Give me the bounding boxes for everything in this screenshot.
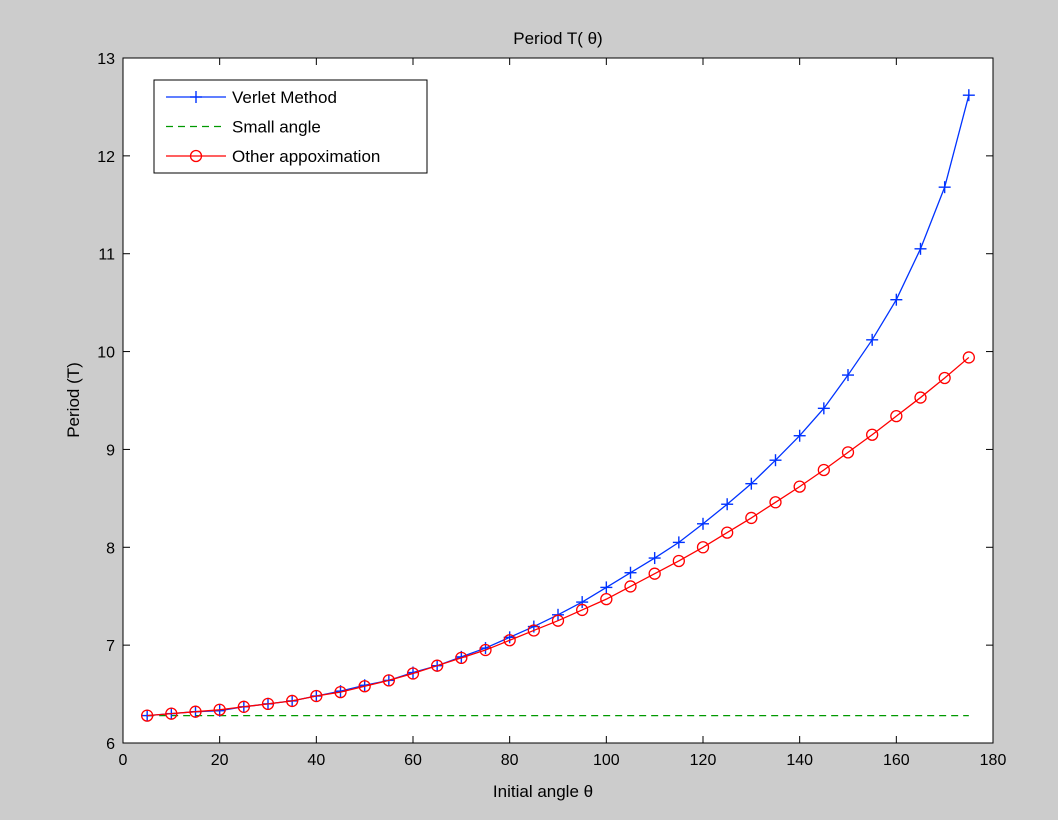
data-point [962,89,975,102]
data-point [890,293,903,306]
data-point [189,705,202,718]
data-point [334,685,347,699]
data-point [745,511,758,525]
legend-item-other-appoximation: Other appoximation [166,147,380,166]
data-point [696,541,710,554]
data-point [382,674,395,687]
x-tick-label: 120 [690,752,717,769]
legend-box [153,79,428,174]
data-point [286,694,299,708]
data-point [358,680,371,693]
y-tick-label: 10 [97,345,115,362]
data-point [624,566,637,579]
data-point [527,624,540,637]
legend-label: Verlet Method [232,88,337,107]
data-point [769,454,782,467]
y-tick-label: 6 [106,736,115,753]
data-point [406,667,420,680]
data-point [769,496,782,509]
y-tick-label: 7 [106,638,115,655]
chart-title: Period T( θ) [513,29,602,48]
data-point [576,596,589,609]
x-tick-label: 160 [883,752,910,769]
data-point [962,351,975,364]
data-point [261,697,275,711]
legend: Verlet Method Small angle Other appoximati… [153,79,428,174]
legend-item-small-angle: Small angle [166,118,321,137]
x-axis: 0 20 40 60 80 100 120 140 160 180 [119,58,1007,769]
data-point [600,581,613,594]
series-other-appoximation [141,351,975,722]
data-point [793,480,806,493]
x-tick-label: 20 [211,752,229,769]
x-tick-label: 60 [404,752,422,769]
x-tick-label: 0 [119,752,128,769]
data-point [745,477,758,490]
data-point [793,429,806,442]
x-tick-label: 100 [593,752,620,769]
data-point [697,517,709,530]
y-tick-label: 11 [98,247,115,264]
data-point [672,536,685,549]
data-point [213,703,226,716]
data-point [890,410,903,423]
y-tick-label: 8 [106,540,115,557]
data-point [817,463,830,477]
data-point [672,554,685,568]
data-point [600,593,613,606]
series-layer [141,89,975,722]
legend-label: Small angle [232,118,321,137]
y-tick-label: 13 [97,51,115,68]
data-point [455,651,468,665]
y-axis-label: Period (T) [64,362,83,438]
data-point [648,567,661,580]
data-point [841,446,855,459]
y-tick-label: 9 [106,442,115,459]
x-tick-label: 140 [786,752,813,769]
data-point [479,643,492,657]
data-point [721,526,734,539]
data-point [503,634,516,647]
data-point [938,371,951,385]
data-point [914,391,927,404]
data-point [914,242,927,255]
data-point [237,700,250,713]
data-point [551,614,565,627]
x-tick-label: 40 [307,752,325,769]
data-point [310,689,323,703]
data-point [648,552,661,565]
data-point [866,428,879,441]
data-point [624,580,637,593]
data-point [866,333,879,346]
series-line-other-appoximation [147,356,970,717]
x-tick-label: 180 [980,752,1007,769]
data-point [576,603,589,617]
data-point [721,498,734,511]
y-tick-label: 12 [97,149,115,166]
legend-item-verlet-method: Verlet Method [166,88,337,107]
data-point [431,659,444,672]
legend-label: Other appoximation [232,147,380,166]
data-point [938,181,951,194]
data-point [165,707,178,720]
x-tick-label: 80 [501,752,519,769]
y-axis: 6 7 8 9 10 11 12 13 [97,51,993,753]
legend-marker [190,91,202,103]
data-point [817,402,830,415]
legend-marker [189,149,203,163]
data-point [141,709,154,722]
x-axis-label: Initial angle θ [493,782,593,801]
data-point [842,369,854,382]
